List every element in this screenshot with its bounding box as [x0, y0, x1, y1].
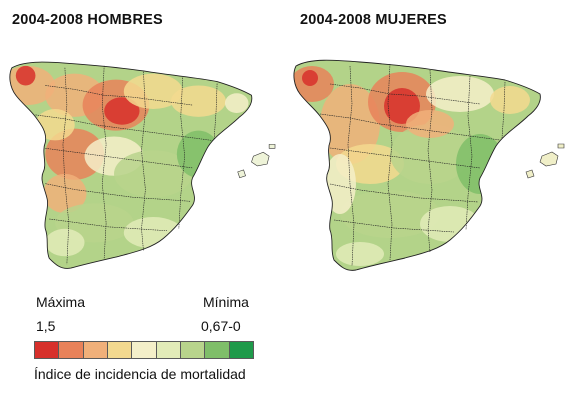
island-mallorca [251, 151, 270, 167]
map-title-mujeres: 2004-2008 MUJERES [300, 12, 447, 28]
region-blob [426, 76, 494, 112]
region-blob [490, 86, 530, 114]
region-blob [302, 70, 318, 86]
legend-swatch-2 [59, 342, 84, 358]
region-blob [104, 97, 140, 125]
region-blob [43, 173, 87, 214]
region-blob [35, 109, 75, 141]
island-mallorca [539, 151, 559, 167]
map-title-hombres: 2004-2008 HOMBRES [12, 12, 163, 28]
region-blob [123, 73, 183, 110]
province-borders [319, 63, 506, 267]
legend-min-label: Mínima [203, 294, 249, 310]
border-line [35, 114, 213, 141]
region-blob [406, 110, 454, 138]
region-blob [123, 217, 183, 249]
legend-swatch-3 [83, 342, 108, 358]
region-blob [170, 85, 226, 117]
border-line [101, 65, 107, 259]
border-line [427, 69, 433, 253]
island-menorca [268, 144, 276, 149]
legend-swatch-8 [205, 342, 230, 358]
border-line [387, 63, 393, 261]
map-spain-hombres [9, 61, 276, 269]
border-line [178, 77, 185, 229]
region-blob [45, 228, 85, 257]
islands-balearic [237, 144, 276, 179]
region-blob [390, 124, 470, 184]
mainland-outline [9, 61, 253, 269]
map-spain-mujeres [293, 59, 565, 271]
border-line [501, 81, 506, 139]
region-blob [340, 190, 440, 238]
mainland-outline [293, 59, 541, 271]
region-blob [336, 242, 384, 266]
border-line [465, 75, 473, 231]
border-line [49, 218, 168, 232]
border-line [333, 219, 455, 233]
border-line [141, 71, 146, 251]
legend-color-scale [34, 341, 254, 359]
legend-caption: Índice de incidencia de mortalidad [34, 366, 246, 382]
region-layer [9, 65, 249, 257]
legend-swatch-9 [229, 342, 253, 358]
islands-balearic [525, 143, 565, 179]
legend-swatch-4 [107, 342, 133, 358]
legend-max-label: Máxima [36, 294, 86, 310]
region-blob [384, 88, 420, 124]
legend-swatch-7 [180, 342, 206, 358]
border-line [45, 183, 191, 202]
legend-swatch-6 [156, 342, 181, 358]
island-ibiza [525, 169, 535, 179]
region-blob [324, 154, 356, 214]
legend-min-value: 0,67-0 [201, 318, 241, 334]
island-menorca [557, 143, 565, 149]
border-line [319, 113, 501, 141]
legend-max-value: 1,5 [36, 318, 56, 334]
border-line [213, 83, 218, 139]
region-blob [15, 65, 36, 86]
island-ibiza [237, 169, 246, 179]
region-blob [224, 93, 249, 113]
legend-swatch-5 [132, 342, 157, 358]
region-blob [114, 150, 193, 198]
region-blob [456, 134, 504, 194]
border-line [329, 183, 479, 203]
province-borders [35, 65, 218, 265]
region-blob [420, 206, 480, 242]
legend-swatch-1 [35, 342, 60, 358]
